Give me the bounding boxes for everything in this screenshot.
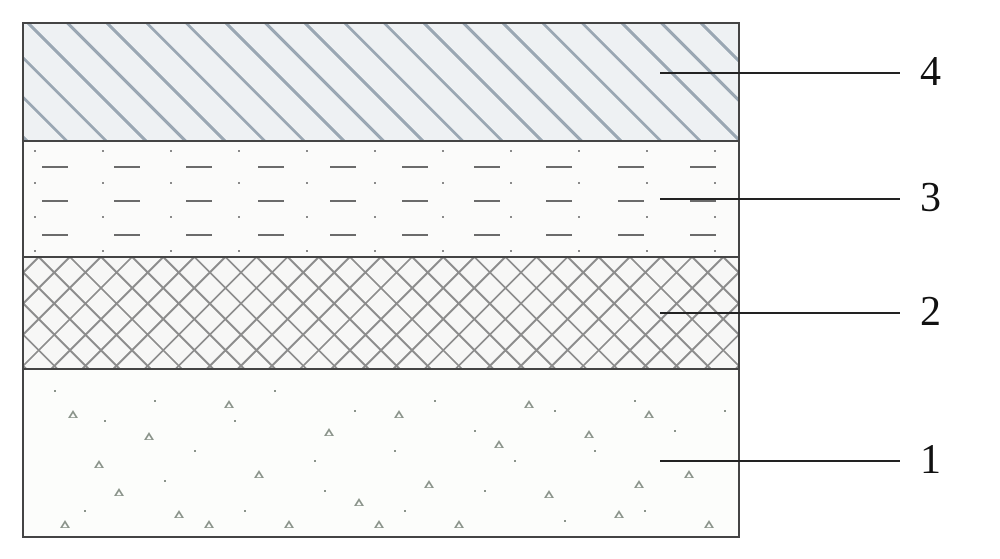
layer-3 <box>24 140 738 256</box>
layer-4 <box>24 24 738 140</box>
leader-line-1 <box>660 460 900 462</box>
layer-1 <box>24 368 738 538</box>
layer-label-1: 1 <box>920 439 941 481</box>
leader-line-2 <box>660 312 900 314</box>
layer-label-2: 2 <box>920 291 941 333</box>
layer-label-4: 4 <box>920 51 941 93</box>
leader-line-3 <box>660 198 900 200</box>
stage: { "canvas": { "width": 1000, "height": 5… <box>0 0 1000 559</box>
layered-cross-section <box>22 22 740 538</box>
layer-2 <box>24 256 738 368</box>
leader-line-4 <box>660 72 900 74</box>
layer-label-3: 3 <box>920 177 941 219</box>
